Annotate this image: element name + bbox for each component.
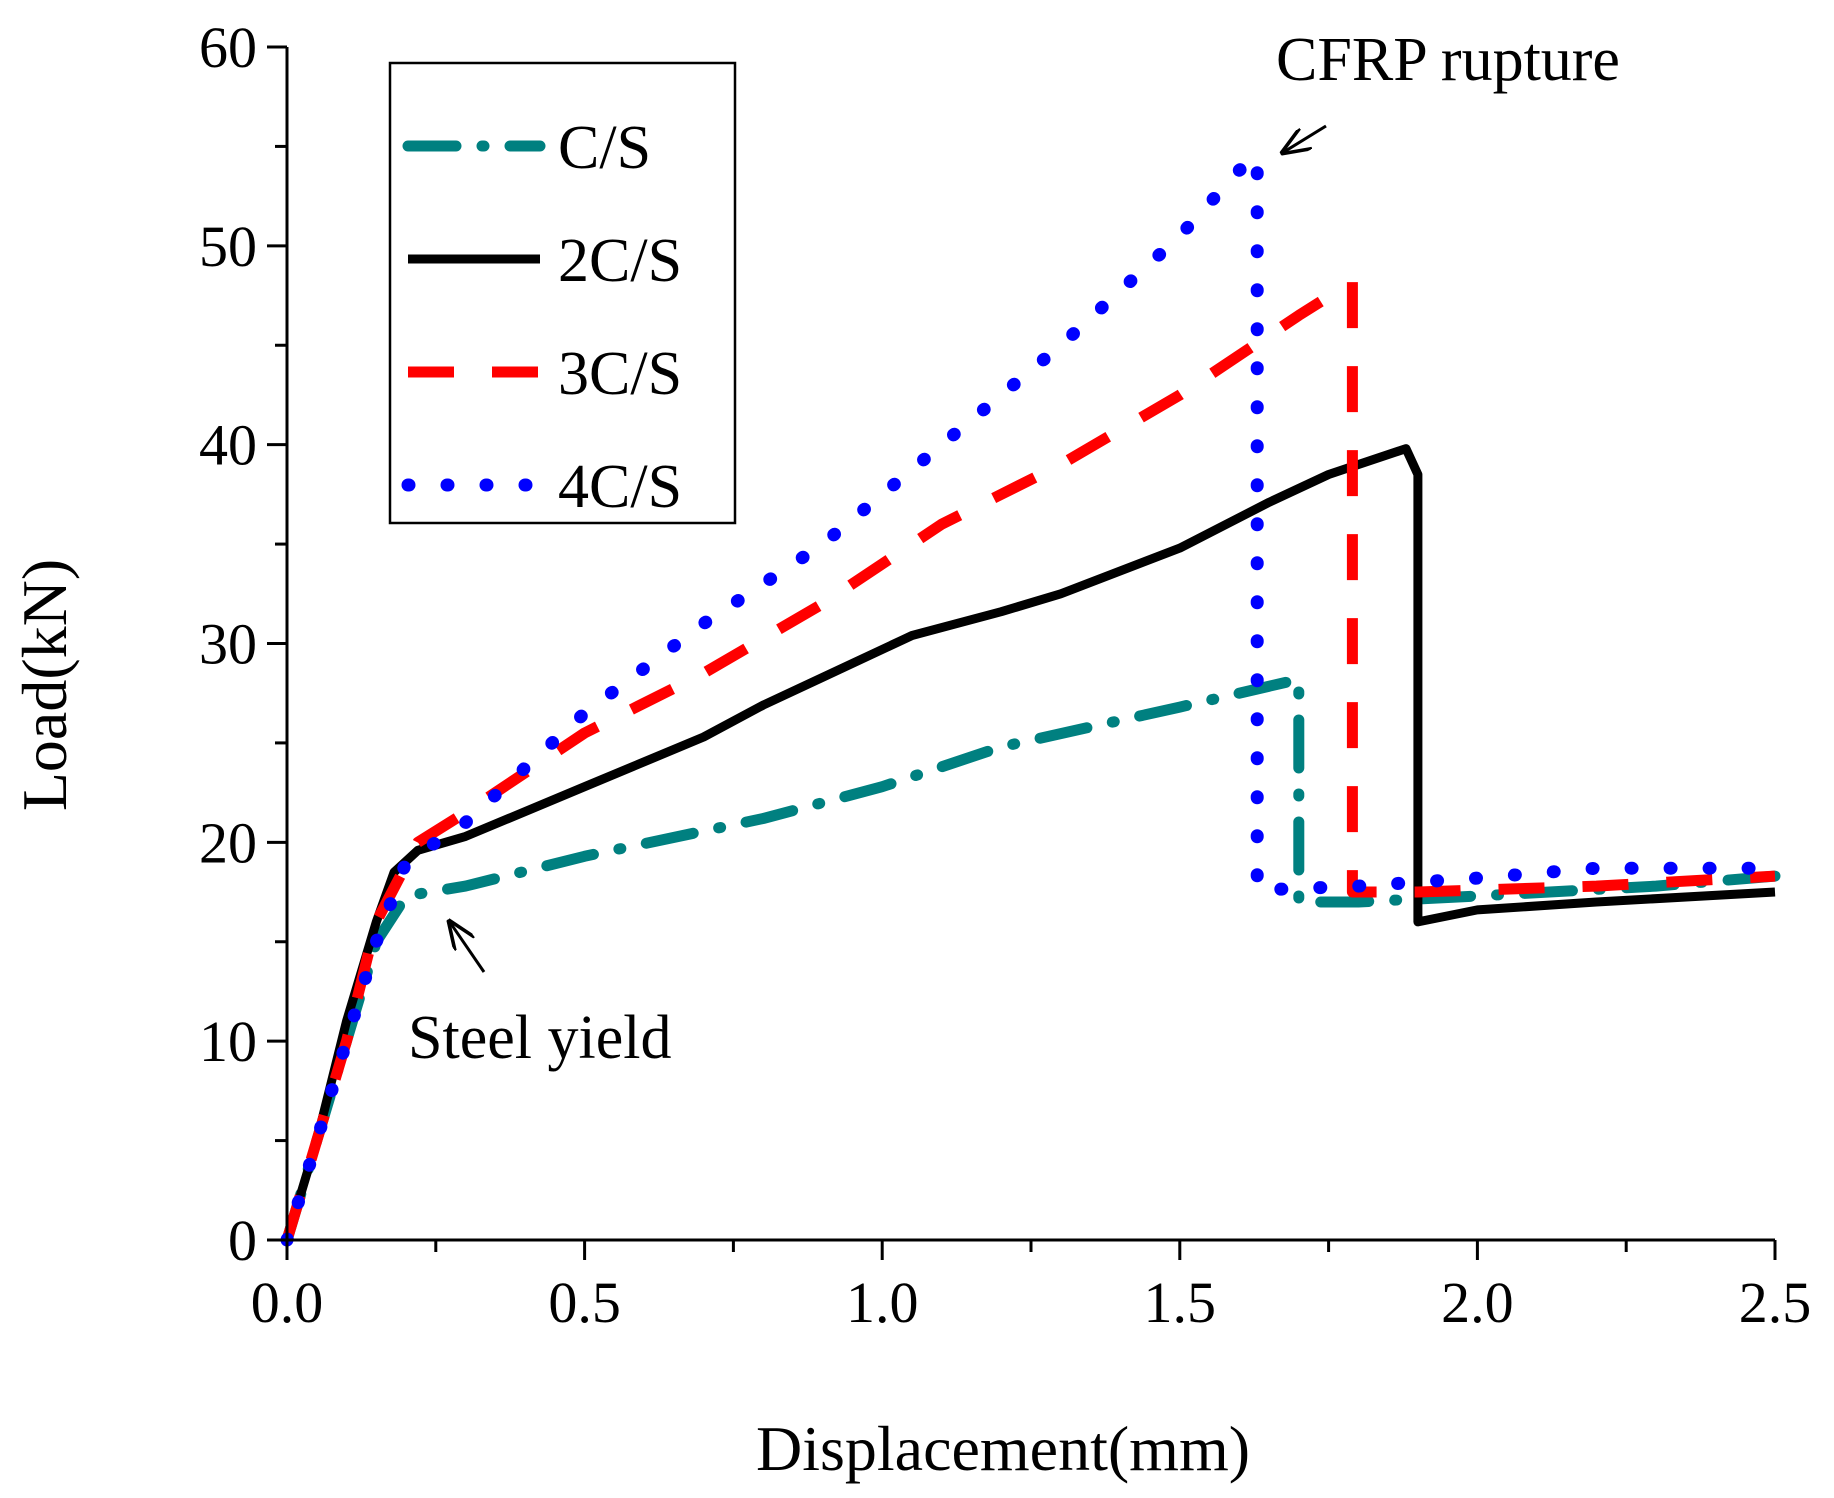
annotation-cfrp-rupture: CFRP rupture — [1276, 26, 1620, 94]
series-layer — [280, 149, 1782, 1247]
legend-label-3: 3C/S — [558, 340, 682, 408]
y-tick-label: 40 — [199, 413, 257, 478]
y-tick-label: 60 — [199, 15, 257, 80]
x-axis-title: Displacement(mm) — [756, 1413, 1250, 1484]
legend: C/S 2C/S 3C/S 4C/S — [388, 61, 737, 525]
y-tick-label: 0 — [228, 1208, 257, 1273]
legend-label-2: 2C/S — [558, 227, 682, 295]
annotations: CFRP rupture Steel yield — [408, 26, 1620, 1072]
legend-label-4: 4C/S — [558, 453, 682, 521]
axes — [267, 45, 1777, 1260]
series-line-3 — [281, 276, 1776, 1242]
x-tick-label: 0.5 — [548, 1270, 621, 1335]
series-line-4 — [280, 149, 1782, 1247]
series-line-2 — [282, 444, 1776, 1242]
legend-label-1: C/S — [558, 114, 651, 182]
series-line-1 — [281, 673, 1781, 1246]
x-tick-label: 1.0 — [846, 1270, 919, 1335]
y-tick-label: 50 — [199, 214, 257, 279]
x-tick-label: 2.5 — [1739, 1270, 1812, 1335]
arrow-cfrp-rupture — [1283, 124, 1327, 152]
y-tick-label: 10 — [199, 1009, 257, 1074]
y-tick-label: 30 — [199, 612, 257, 677]
x-tick-label: 1.5 — [1144, 1270, 1217, 1335]
annotation-steel-yield: Steel yield — [408, 1004, 671, 1072]
legend-box — [388, 61, 737, 525]
y-axis-title: Load(kN) — [9, 559, 80, 811]
tick-labels: 0.0 0.5 1.0 1.5 2.0 2.5 0 10 20 30 40 50 60 — [199, 15, 1811, 1335]
x-tick-label: 2.0 — [1441, 1270, 1514, 1335]
y-tick-label: 20 — [199, 810, 257, 875]
x-tick-label: 0.0 — [251, 1270, 324, 1335]
arrow-steel-yield — [450, 922, 486, 973]
